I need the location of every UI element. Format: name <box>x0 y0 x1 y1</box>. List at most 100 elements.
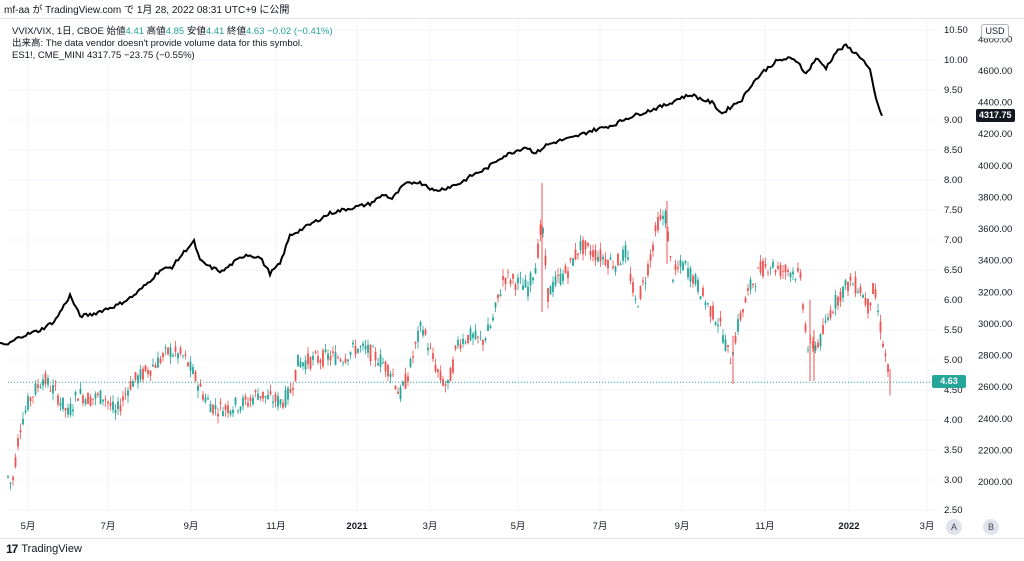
candle-body <box>887 364 889 373</box>
candle-body <box>712 305 714 320</box>
candle-body <box>834 295 837 309</box>
currency-button[interactable]: USD <box>981 24 1009 39</box>
toggle-b-button[interactable]: B <box>983 519 999 535</box>
candle-body <box>402 381 404 386</box>
candle-body <box>439 371 442 381</box>
candle-body <box>827 317 829 321</box>
candle-body <box>527 286 529 297</box>
candle-body <box>704 302 707 306</box>
candle-body <box>684 260 687 263</box>
price-tick-overlay: 4200.00 <box>978 129 1012 140</box>
candle-body <box>854 276 857 294</box>
candle-body <box>427 347 429 351</box>
candle-body <box>182 355 184 357</box>
candle-body <box>159 358 162 363</box>
candle-body <box>62 397 64 410</box>
legend-overlay: ES1!, CME_MINI 4317.75 −23.75 (−0.55%) <box>12 50 195 62</box>
price-tick-main: 6.00 <box>944 295 963 306</box>
candle-body <box>257 393 259 400</box>
price-axis-es: 4800.00 4600.00 4400.00 4200.00 4000.00 3800.… <box>978 34 1012 488</box>
candle-body <box>414 341 417 344</box>
candle-body <box>457 339 459 346</box>
legend-low-value: 4.41 <box>205 26 225 37</box>
candle-body <box>397 391 399 394</box>
candle-body <box>584 240 587 250</box>
legend-close-value: 4.63 <box>246 26 265 37</box>
candle-body <box>117 401 119 409</box>
candle-body <box>294 369 297 381</box>
candle-body <box>259 395 262 398</box>
candle-body <box>817 342 819 347</box>
candle-body <box>237 410 239 412</box>
candle-body <box>262 391 264 399</box>
candle-body <box>292 387 294 390</box>
auto-scale-button[interactable]: A <box>946 519 962 535</box>
price-tick-overlay: 2200.00 <box>978 445 1012 456</box>
candle-body <box>792 271 794 275</box>
candle-body <box>477 336 479 338</box>
candle-body <box>142 368 144 380</box>
candle-body <box>492 317 494 321</box>
price-tick-overlay: 2800.00 <box>978 351 1012 362</box>
candle-body <box>607 260 609 269</box>
price-tick-main: 7.50 <box>944 205 963 216</box>
candle-body <box>844 280 847 286</box>
vvix-last-price-tag: 4.63 <box>932 375 966 388</box>
candle-body <box>672 279 674 282</box>
time-tick: 11月 <box>755 521 774 532</box>
time-axis: 5月 7月 9月 11月 2021 3月 5月 7月 9月 11月 2022 3月 <box>21 521 935 532</box>
candle-body <box>812 340 814 349</box>
price-tick-main: 8.50 <box>944 145 963 156</box>
candle-body <box>829 310 832 319</box>
price-tick-overlay: 3600.00 <box>978 224 1012 235</box>
candle-body <box>682 262 684 271</box>
candle-body <box>737 319 739 332</box>
candle-body <box>557 274 559 276</box>
candle-body <box>714 322 717 325</box>
candle-body <box>417 330 419 342</box>
candle-body <box>617 253 619 266</box>
candle-body <box>287 387 289 400</box>
candle-body <box>297 354 299 367</box>
candle-body <box>624 245 627 258</box>
candle-body <box>729 363 732 365</box>
candle-body <box>847 282 849 291</box>
candle-body <box>467 334 469 344</box>
candle-body <box>174 346 177 352</box>
candle-body <box>589 251 592 256</box>
candle-body <box>17 438 19 447</box>
candle-body <box>479 337 482 339</box>
tradingview-logo[interactable]: 17 TradingView <box>6 541 82 557</box>
candle-body <box>759 261 762 273</box>
candle-body <box>242 397 244 407</box>
candle-body <box>779 264 782 277</box>
candle-body <box>537 243 539 258</box>
candle-body <box>354 346 357 355</box>
candle-body <box>269 391 272 395</box>
candle-body <box>884 353 887 356</box>
candle-body <box>337 357 339 359</box>
candle-body <box>862 295 864 298</box>
candle-body <box>352 342 354 345</box>
candle-body <box>504 277 507 285</box>
candle-body <box>559 273 562 285</box>
candle-body <box>474 330 477 340</box>
time-tick: 9月 <box>675 521 690 532</box>
legend-open-label: 始値 <box>106 26 126 37</box>
candle-body <box>9 482 12 484</box>
candle-body <box>657 217 659 231</box>
candle-body <box>92 398 94 400</box>
candle-body <box>787 270 789 272</box>
candle-body <box>839 291 842 302</box>
candle-body <box>599 249 602 262</box>
candle-body <box>172 354 174 357</box>
candle-body <box>154 365 157 369</box>
price-tick-overlay: 4600.00 <box>978 66 1012 77</box>
vvix-vix-candles <box>7 183 891 490</box>
legend-volume-note: 出来高: The data vendor doesn't provide vol… <box>12 38 303 49</box>
chart-area[interactable] <box>0 18 1024 539</box>
legend-high-value: 4.85 <box>165 26 185 37</box>
candle-body <box>217 413 219 417</box>
candle-body <box>359 346 362 348</box>
